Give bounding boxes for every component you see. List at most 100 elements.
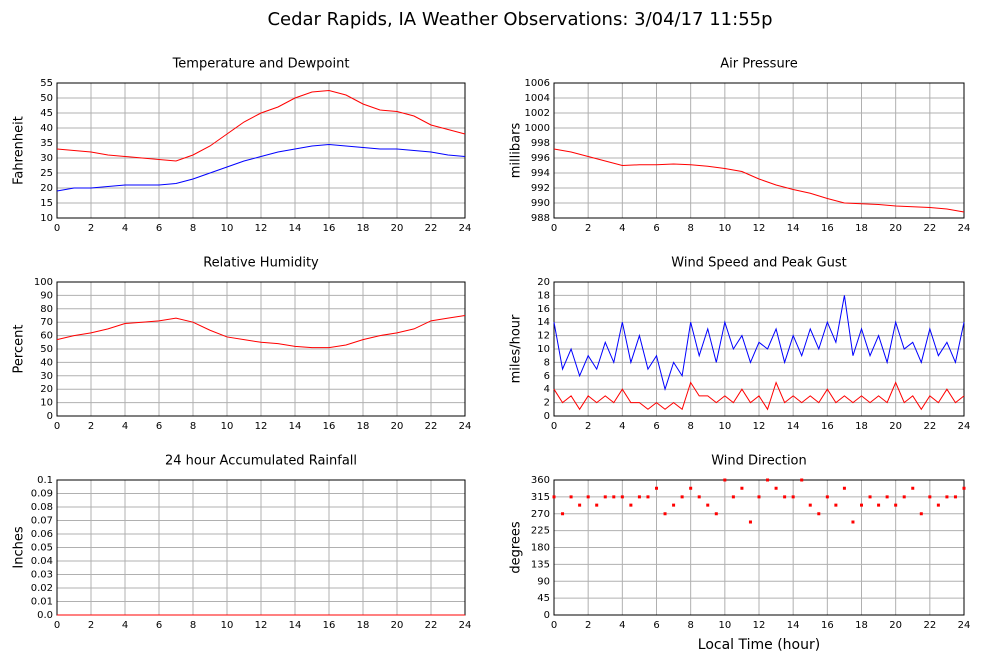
- data-point: [646, 495, 650, 499]
- chart-title: 24 hour Accumulated Rainfall: [165, 454, 357, 469]
- x-tick-label: 18: [357, 620, 370, 631]
- data-point: [851, 520, 855, 524]
- y-tick-label: 30: [40, 371, 53, 382]
- plot-frame: [553, 82, 965, 219]
- chart-title: Wind Direction: [711, 454, 807, 469]
- x-tick-label: 6: [653, 620, 659, 631]
- plot-frame: [56, 82, 466, 219]
- x-tick-label: 16: [821, 620, 834, 631]
- x-tick-label: 18: [855, 223, 868, 234]
- x-tick-label: 8: [190, 421, 196, 432]
- y-tick-label: 2: [544, 398, 550, 409]
- x-tick-label: 20: [391, 421, 404, 432]
- y-tick-label: 0: [544, 610, 550, 621]
- x-tick-label: 14: [289, 223, 302, 234]
- x-tick-label: 14: [289, 421, 302, 432]
- y-tick-label: 0.01: [31, 597, 53, 608]
- plot-frame: [56, 281, 466, 417]
- y-tick-label: 360: [531, 475, 550, 486]
- data-point: [706, 503, 710, 507]
- x-tick-label: 10: [718, 223, 731, 234]
- x-tick-label: 0: [551, 421, 557, 432]
- x-tick-label: 14: [787, 421, 800, 432]
- data-point: [894, 503, 898, 507]
- x-tick-label: 24: [459, 620, 472, 631]
- x-tick-label: 24: [459, 223, 472, 234]
- y-axis-label: Percent: [12, 325, 27, 374]
- data-point: [748, 520, 752, 524]
- y-tick-label: 40: [40, 123, 53, 134]
- y-tick-label: 8: [544, 357, 550, 368]
- x-tick-label: 4: [619, 223, 625, 234]
- y-tick-label: 4: [544, 384, 550, 395]
- data-point: [791, 495, 795, 499]
- y-tick-label: 10: [537, 344, 550, 355]
- x-tick-label: 0: [54, 223, 60, 234]
- x-tick-label: 12: [753, 421, 766, 432]
- x-tick-label: 4: [122, 620, 128, 631]
- x-axis-label: Local Time (hour): [698, 637, 820, 653]
- data-line: [553, 295, 965, 392]
- x-tick-label: 24: [958, 223, 971, 234]
- y-tick-label: 990: [531, 198, 550, 209]
- x-tick-label: 24: [459, 421, 472, 432]
- y-tick-label: 0.02: [31, 583, 53, 594]
- x-tick-label: 4: [619, 421, 625, 432]
- x-tick-label: 2: [585, 421, 591, 432]
- x-tick-label: 8: [190, 223, 196, 234]
- y-tick-label: 12: [537, 331, 550, 342]
- x-tick-label: 24: [958, 421, 971, 432]
- data-point: [885, 495, 889, 499]
- y-tick-label: 70: [40, 317, 53, 328]
- data-point: [629, 503, 633, 507]
- y-axis-label: degrees: [509, 521, 524, 574]
- y-tick-label: 50: [40, 344, 53, 355]
- y-tick-label: 0.06: [31, 529, 53, 540]
- y-tick-label: 80: [40, 304, 53, 315]
- x-tick-label: 16: [323, 620, 336, 631]
- chart-title: Temperature and Dewpoint: [172, 57, 350, 72]
- data-point: [561, 512, 565, 516]
- data-point: [757, 495, 761, 499]
- data-point: [637, 495, 641, 499]
- y-tick-label: 55: [40, 78, 53, 89]
- x-tick-label: 6: [653, 421, 659, 432]
- x-tick-label: 2: [585, 620, 591, 631]
- y-tick-label: 1000: [525, 123, 550, 134]
- y-tick-label: 50: [40, 93, 53, 104]
- data-point: [723, 478, 727, 482]
- x-tick-label: 8: [190, 620, 196, 631]
- x-tick-label: 0: [551, 620, 557, 631]
- data-point: [603, 495, 607, 499]
- y-tick-label: 100: [34, 277, 53, 288]
- data-point: [817, 512, 821, 516]
- y-tick-label: 20: [537, 277, 550, 288]
- y-tick-label: 1006: [525, 78, 550, 89]
- x-tick-label: 0: [551, 223, 557, 234]
- data-point: [714, 512, 718, 516]
- y-tick-label: 270: [531, 509, 550, 520]
- y-tick-label: 988: [531, 213, 550, 224]
- x-tick-label: 8: [687, 223, 693, 234]
- y-tick-label: 135: [531, 559, 550, 570]
- y-tick-label: 180: [531, 543, 550, 554]
- x-tick-label: 4: [122, 223, 128, 234]
- y-tick-label: 14: [537, 317, 550, 328]
- x-tick-label: 12: [255, 421, 268, 432]
- x-tick-label: 0: [54, 421, 60, 432]
- y-tick-label: 90: [40, 290, 53, 301]
- y-tick-label: 16: [537, 304, 550, 315]
- x-tick-label: 4: [619, 620, 625, 631]
- x-tick-label: 14: [787, 620, 800, 631]
- data-point: [672, 503, 676, 507]
- y-tick-label: 0: [544, 411, 550, 422]
- plot-frame: [553, 479, 965, 616]
- data-line: [56, 315, 466, 349]
- x-tick-label: 22: [425, 421, 438, 432]
- y-tick-label: 30: [40, 153, 53, 164]
- data-point: [595, 503, 599, 507]
- data-point: [552, 495, 556, 499]
- y-axis-label: millibars: [509, 123, 524, 179]
- main-title: Cedar Rapids, IA Weather Observations: 3…: [267, 9, 772, 30]
- y-tick-label: 992: [531, 183, 550, 194]
